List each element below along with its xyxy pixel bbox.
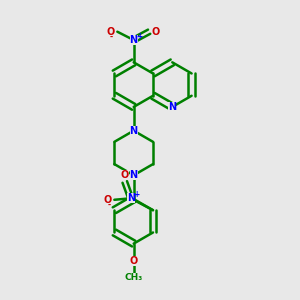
Text: O: O (121, 170, 129, 180)
Text: +: + (133, 190, 139, 199)
Text: N: N (130, 126, 138, 136)
Text: O: O (152, 27, 160, 37)
Text: O: O (130, 256, 138, 266)
Text: N: N (127, 193, 135, 203)
Text: N: N (130, 35, 138, 45)
Text: N: N (130, 170, 138, 180)
Text: -: - (107, 201, 111, 210)
Text: CH₃: CH₃ (124, 273, 143, 282)
Text: O: O (104, 195, 112, 205)
Text: N: N (168, 102, 176, 112)
Text: O: O (106, 27, 114, 37)
Text: -: - (110, 33, 113, 42)
Text: +: + (136, 32, 142, 41)
